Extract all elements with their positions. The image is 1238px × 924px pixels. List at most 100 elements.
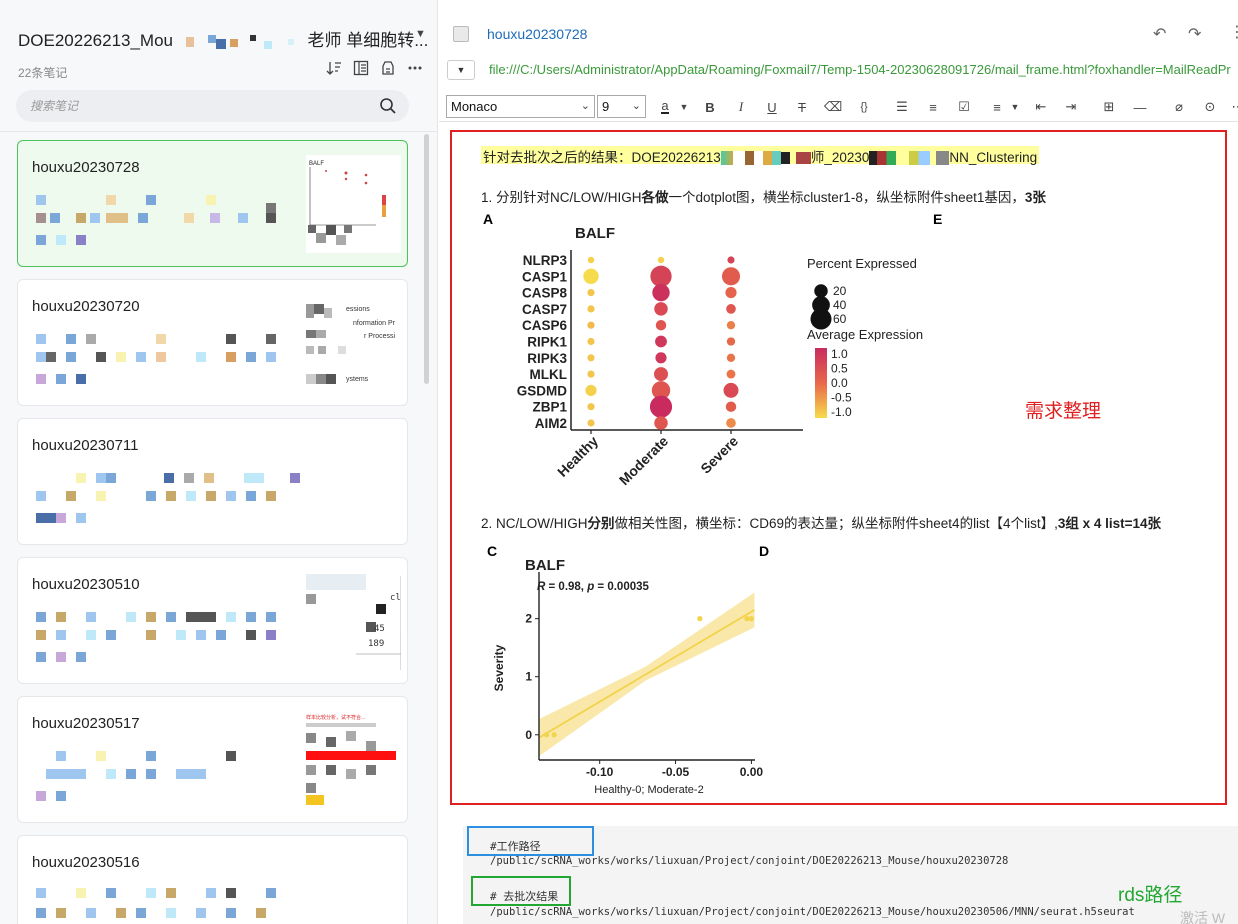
undo-icon[interactable]: ↶ [1153,26,1167,43]
image-icon[interactable]: ⊙ [1204,99,1216,114]
dot-point [727,256,735,264]
dot-point [655,352,667,364]
redacted-blocks [178,34,303,49]
align-dropdown-icon[interactable]: ▼ [1010,102,1020,112]
note-card[interactable]: houxu20230510 [17,557,408,684]
fit-line [538,609,755,739]
plot-area: 0 1 2 -0.10 -0.05 0.00 [525,572,763,779]
activation-watermark: 激活 W [1180,910,1226,924]
note-card[interactable]: houxu20230517 样本比较分析，试不符合... [17,696,408,823]
dot-point [654,367,668,382]
note-card[interactable]: houxu20230711 [17,418,408,545]
y-tick-label: 1 [525,670,532,684]
source-dropdown-button[interactable]: ▼ [447,60,475,80]
font-family-value: Monaco [451,99,498,114]
axes [570,250,803,434]
note-content-box[interactable]: 针对去批次之后的结果：DOE20226213 师_20230 NN_Clusteri… [450,130,1227,805]
y-tick-label: NLRP3 [523,253,568,268]
checkbox-icon[interactable]: ☑ [958,99,970,114]
font-color-dropdown-icon[interactable]: ▼ [679,102,689,112]
dot-point [650,265,672,287]
y-tick-label: RIPK1 [527,335,567,350]
x-tick-label: -0.05 [662,765,690,779]
code-icon[interactable]: {} [860,101,868,113]
search-input[interactable] [30,96,360,116]
requirements-annotation: 需求整理 [1025,401,1102,422]
color-legend-label: 1.0 [831,347,848,361]
list-scrollbar[interactable] [424,134,429,384]
more-tools-icon[interactable]: ⋯ [1231,99,1238,114]
scatter-point [748,616,755,622]
italic-icon[interactable]: I [738,99,744,114]
sort-icon[interactable] [326,60,342,76]
note-title-field[interactable]: houxu20230728 [487,26,588,42]
font-size-select[interactable]: 9 ⌄ [597,95,646,118]
note-card[interactable]: houxu20230728 BALF [17,140,408,267]
panel-letter: A [483,211,493,227]
y-tick-label: ZBP1 [532,400,567,415]
note-card[interactable]: houxu20230720 [17,279,408,406]
scatter-point [551,732,557,738]
notebook-title[interactable]: DOE20226213_Mou 老师 单细胞转... [18,26,428,51]
more-icon[interactable]: ⋮ [1229,24,1238,41]
size-legend-title: Percent Expressed [807,256,917,271]
color-legend-label: 0.0 [831,376,848,390]
underline-icon[interactable]: U [767,99,777,115]
annotation-r: R [537,581,546,593]
dot-point [587,370,595,378]
more-icon[interactable] [407,60,423,76]
clear-format-icon[interactable]: ⌫ [823,99,843,114]
table-icon[interactable]: ⊞ [1103,99,1115,114]
chevron-down-icon: ⌄ [631,100,641,112]
dot-point [587,256,595,264]
font-family-select[interactable]: Monaco ⌄ [446,95,595,118]
color-legend-bar [815,348,827,418]
search-box[interactable] [16,90,409,122]
dot-point [587,354,595,362]
y-axis-label: Severity [492,644,506,691]
indent-icon[interactable]: ⇥ [1065,99,1077,114]
dot-point [583,268,599,284]
clip-note-icon[interactable] [380,60,396,76]
note-title: houxu20230711 [32,437,139,454]
strikethrough-icon[interactable]: T [798,99,806,115]
dot-point [723,382,739,398]
color-legend-label: -0.5 [831,391,852,405]
dot-point [587,419,595,427]
size-legend-label: 60 [833,312,847,326]
scatter-point [697,616,703,622]
chart-title: BALF [525,557,565,574]
x-axis-label: Healthy-0; Moderate-2 [594,784,703,796]
highlighted-heading: 针对去批次之后的结果：DOE20226213 师_20230 NN_Clusteri… [481,146,1040,166]
note-title: houxu20230510 [32,576,140,593]
bold-icon[interactable]: B [705,99,715,115]
thumb-text: 189 [368,639,384,649]
align-icon[interactable]: ≡ [993,99,1001,115]
chart-title: BALF [575,225,615,242]
req-text: 2. NC/LOW/HIGH [481,516,588,531]
search-icon[interactable] [379,97,397,120]
font-color-icon[interactable]: a [661,98,669,114]
x-tick-labels: Healthy Moderate Severe [554,433,741,488]
source-url[interactable]: file:///C:/Users/Administrator/AppData/R… [489,62,1231,77]
redo-icon[interactable]: ↷ [1188,26,1202,43]
horizontal-rule-icon[interactable]: — [1133,99,1147,115]
attachment-icon[interactable]: ⌀ [1175,99,1183,114]
x-tick-label: Moderate [616,433,671,488]
requirement-1: 1. 分别针对NC/LOW/HIGH各做一个dotplot图，横坐标cluste… [481,186,1046,206]
req-text: 1. 分别针对NC/LOW/HIGH [481,190,642,205]
thumb-text: nformation Pr [353,320,396,327]
redacted-preview [34,193,284,253]
redacted-preview [34,332,284,392]
y-tick-label: RIPK3 [527,351,567,366]
numbered-list-icon[interactable]: ≡ [929,99,937,115]
bullet-list-icon[interactable]: ☰ [896,99,908,114]
expand-icon[interactable] [453,26,469,42]
notebook-dropdown-icon[interactable]: ▼ [415,28,426,40]
note-count: 22条笔记 [18,66,68,80]
req-text: 一个dotplot图，横坐标cluster1-8，纵坐标附件sheet1基因， [668,190,1025,205]
notebook-title-tail: 老师 单细胞转... [307,31,429,50]
layout-icon[interactable] [353,60,369,76]
note-card[interactable]: houxu20230516 [17,835,408,924]
outdent-icon[interactable]: ⇤ [1035,99,1047,114]
